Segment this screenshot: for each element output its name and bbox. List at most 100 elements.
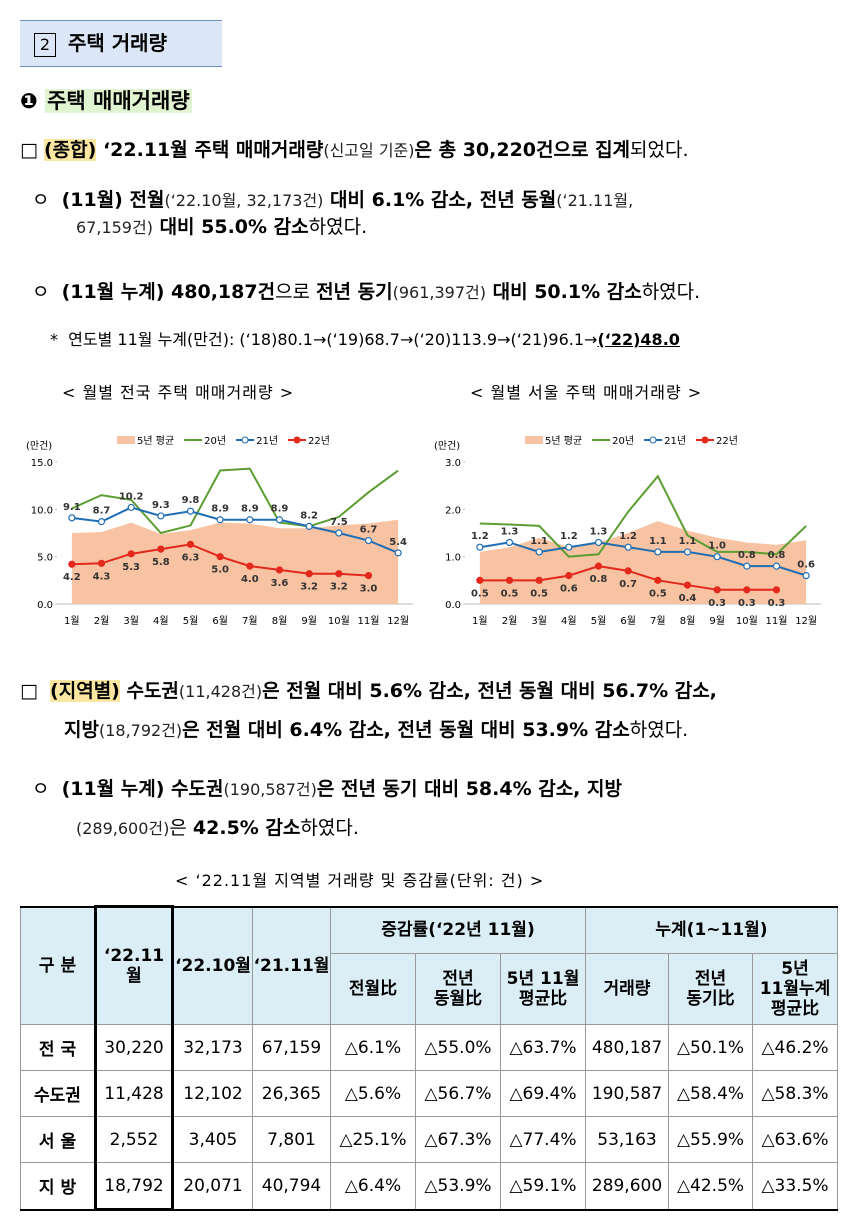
data-label: 4.3 <box>93 571 111 582</box>
table-cell: 12,102 <box>172 1070 253 1117</box>
y-tick-label: 10.0 <box>31 505 53 516</box>
marker <box>216 553 224 561</box>
text: (11월) 전월 <box>61 189 165 211</box>
marker <box>335 529 343 537</box>
header-cell: 구 분 <box>20 905 96 1025</box>
legend-label: 22년 <box>308 435 330 447</box>
table-cell: △77.4% <box>500 1116 586 1163</box>
data-label: 0.8 <box>768 550 786 561</box>
data-label: 0.3 <box>768 598 786 609</box>
marker <box>97 518 106 526</box>
header-cell: ‘22.10월 <box>172 905 253 1025</box>
marker <box>364 572 373 580</box>
table-cell: 67,159 <box>252 1024 331 1071</box>
y-tick-label: 0.0 <box>445 600 461 611</box>
marker <box>127 550 135 558</box>
paragraph: □ (지역별) 수도권(11,428건)은 전월 대비 5.6% 감소, 전년 … <box>20 672 717 750</box>
table-cell: △58.3% <box>752 1070 838 1117</box>
y-axis-label: (만건) <box>434 440 460 452</box>
data-label: 1.1 <box>679 536 697 547</box>
marker <box>743 586 751 594</box>
data-label: 0.8 <box>590 574 608 585</box>
legend-swatch <box>117 436 135 444</box>
data-label: 1.1 <box>530 536 548 547</box>
table-cell: 53,163 <box>585 1116 669 1163</box>
marker <box>683 581 692 589</box>
x-tick-label: 5월 <box>591 615 607 627</box>
data-label: 0.5 <box>649 588 667 599</box>
table-caption: < ‘22.11월 지역별 거래량 및 증감률(단위: 건) > <box>175 871 545 890</box>
data-label: 6.7 <box>360 525 378 536</box>
x-tick-label: 2월 <box>94 615 110 627</box>
data-label: 8.7 <box>93 506 111 517</box>
x-tick-label: 8월 <box>272 615 288 627</box>
x-tick-label: 6월 <box>212 615 228 627</box>
x-tick-label: 2월 <box>502 615 518 627</box>
text: 대비 55.0% 감소 <box>152 216 309 238</box>
data-label: 8.2 <box>300 510 318 521</box>
section-header: 2 주택 거래량 <box>20 20 222 67</box>
text: 대비 50.1% 감소 <box>486 281 642 303</box>
legend-label: 20년 <box>612 435 634 447</box>
text: 전년 동기 <box>316 281 393 303</box>
paragraph: ㅇ (11월 누계) 480,187건으로 전년 동기(961,397건) 대비… <box>32 279 700 306</box>
x-tick-label: 3월 <box>123 615 139 627</box>
x-tick-label: 9월 <box>301 615 317 627</box>
marker <box>335 570 343 578</box>
line <box>479 541 807 577</box>
chart: (만건) 0.0 5.0 10.0 15.0 1월 2월 3월 4월 5월 6월 7월 8월 9월 10월 1… <box>26 435 413 627</box>
x-tick-label: 12월 <box>795 615 817 627</box>
text: 은 전월 대비 6.4% 감소, 전년 동월 대비 53.9% 감소 <box>182 719 630 741</box>
legend-label: 22년 <box>716 435 738 447</box>
x-tick-label: 4월 <box>561 615 577 627</box>
marker <box>275 566 284 574</box>
legend-swatch <box>525 436 543 444</box>
data-label: 3.0 <box>360 584 378 595</box>
table-cell: 11,428 <box>94 1070 174 1117</box>
text: (961,397건) <box>392 283 486 302</box>
table-cell: △63.6% <box>752 1116 838 1163</box>
bullet: ㅇ <box>32 281 50 303</box>
marker <box>186 540 195 548</box>
text: (11월 누계) 480,187건 <box>61 281 276 303</box>
bullet: □ <box>20 139 38 161</box>
text: (190,587건) <box>223 780 317 799</box>
data-label: 0.7 <box>619 579 637 590</box>
marker <box>743 562 751 570</box>
table-cell: 2,552 <box>94 1116 174 1163</box>
paragraph: ㅇ (11월 누계) 수도권(190,587건)은 전년 동기 대비 58.4%… <box>32 770 622 848</box>
legend-marker <box>241 436 249 444</box>
table-cell: 26,365 <box>252 1070 331 1117</box>
table-cell: △59.1% <box>500 1162 586 1211</box>
text: (18,792건) <box>98 721 183 740</box>
table-cell: △25.1% <box>330 1116 416 1163</box>
area <box>479 521 807 604</box>
text: 42.5% 감소 <box>192 817 301 839</box>
marker <box>394 549 402 557</box>
data-label: 0.3 <box>738 598 756 609</box>
text: (11월 누계) 수도권 <box>61 778 224 800</box>
header-cell: 5년 11월누계 평균比 <box>752 953 838 1025</box>
data-label: 3.6 <box>271 578 289 589</box>
x-tick-label: 9월 <box>709 615 725 627</box>
marker <box>157 545 165 553</box>
marker <box>713 553 721 561</box>
header-cell: ‘21.11월 <box>252 905 331 1025</box>
data-label: 1.3 <box>590 526 608 537</box>
data-label: 4.0 <box>241 574 259 585</box>
data-label: 7.5 <box>330 517 348 528</box>
text: 은 <box>169 817 193 839</box>
table-cell: 32,173 <box>172 1024 253 1071</box>
header-cell: 증감률(‘22년 11월) <box>330 905 586 954</box>
y-axis-label: (만건) <box>26 440 52 452</box>
marker <box>565 543 573 551</box>
legend-marker <box>293 436 301 444</box>
text: 되었다. <box>630 139 689 161</box>
marker <box>127 503 135 512</box>
y-tick-label: 2.0 <box>445 505 461 516</box>
table: 구 분 ‘22.11월 ‘22.10월 ‘21.11월 증감률(‘22년 11월… <box>20 905 838 1211</box>
table-cell: △42.5% <box>668 1162 753 1211</box>
legend-label: 21년 <box>664 435 686 447</box>
line <box>71 506 399 554</box>
paragraph: □ (종합) ‘22.11월 주택 매매거래량(신고일 기준)은 총 30,22… <box>20 137 689 164</box>
